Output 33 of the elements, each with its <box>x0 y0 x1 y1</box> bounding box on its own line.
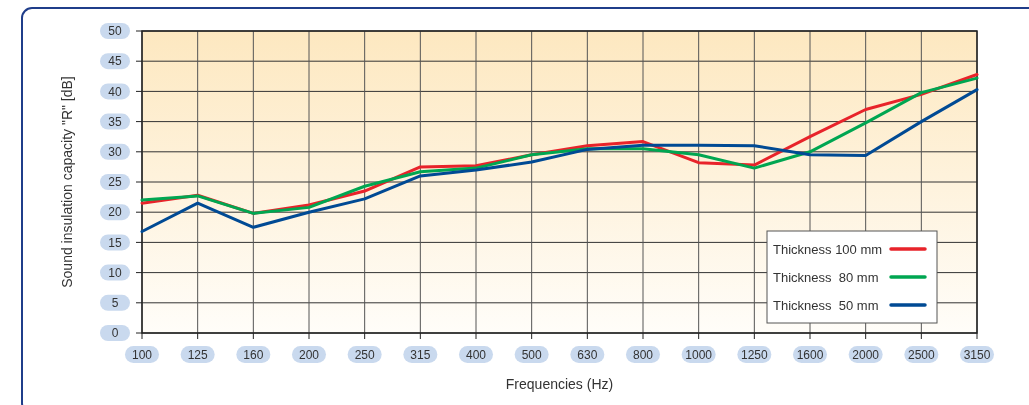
y-tick-label: 0 <box>111 326 119 341</box>
y-tick-label: 40 <box>108 84 122 99</box>
y-axis-title: Sound insulation capacity "R" [dB] <box>59 76 75 288</box>
x-tick-label: 630 <box>577 347 598 362</box>
x-tick-label: 200 <box>298 347 320 362</box>
x-tick-label: 2000 <box>852 347 880 362</box>
y-tick-label: 10 <box>108 265 122 280</box>
y-tick-label: 35 <box>108 114 122 129</box>
x-tick-label: 100 <box>131 347 153 362</box>
x-tick-label: 800 <box>632 347 654 362</box>
y-tick-label: 20 <box>108 205 122 220</box>
y-tick-label: 50 <box>108 24 122 39</box>
x-tick-label: 500 <box>521 347 542 362</box>
y-tick-label: 5 <box>111 296 119 310</box>
x-axis-title: Frequencies (Hz) <box>505 376 614 392</box>
x-tick-label: 3150 <box>963 347 991 362</box>
x-tick-label: 2500 <box>907 347 935 362</box>
x-tick-label: 250 <box>354 347 375 362</box>
x-tick-label: 1000 <box>685 347 713 362</box>
y-tick-label: 15 <box>108 235 122 250</box>
x-tick-label: 1250 <box>740 347 768 362</box>
y-tick-label: 45 <box>108 54 122 69</box>
y-tick-label: 25 <box>108 175 122 190</box>
y-tick-label: 30 <box>108 145 122 159</box>
line-series <box>140 88 979 234</box>
x-tick-label: 160 <box>243 347 264 362</box>
x-tick-label: 400 <box>465 347 487 362</box>
x-tick-label: 125 <box>187 347 208 362</box>
legend-label: Thickness 80 mm <box>773 269 879 285</box>
legend-label: Thickness 50 mm <box>773 297 879 313</box>
x-tick-label: 1600 <box>796 347 824 362</box>
x-tick-label: 315 <box>410 347 431 362</box>
legend-label: Thickness 100 mm <box>773 241 883 257</box>
